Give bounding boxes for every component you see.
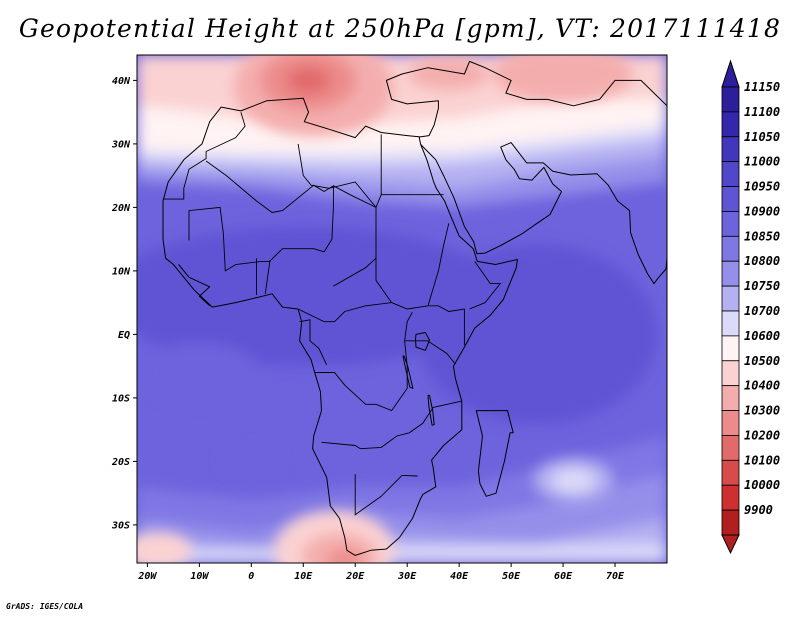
colorbar-label: 10000 <box>744 478 780 492</box>
lon-tick-label: 60E <box>554 571 573 582</box>
colorbar-label: 10900 <box>744 204 780 218</box>
border-benin <box>264 260 271 294</box>
lat-tick-label: 30S <box>111 520 130 531</box>
lat-tick-label: 10N <box>112 266 131 277</box>
coast-arabia-india <box>420 142 667 285</box>
country-borders <box>163 112 502 516</box>
colorbar-arrow-top <box>721 59 740 88</box>
colorbar-swatch <box>721 385 740 411</box>
lon-tick-label: 20W <box>137 571 157 582</box>
lon-tick-label: 10W <box>190 571 209 582</box>
colorbar-label: 10850 <box>744 229 780 243</box>
colorbar: 11150 11100 11050 11000 10950 10900 10850 10800… <box>721 59 780 555</box>
colorbar-swatch <box>721 136 740 163</box>
coast-north <box>162 60 667 202</box>
colorbar-label: 10100 <box>744 453 780 467</box>
band-south-10700 <box>137 544 667 563</box>
colorbar-label: 11050 <box>744 130 780 144</box>
border-horn <box>469 261 502 310</box>
colorbar-label: 11000 <box>744 155 780 169</box>
med-low-10200 <box>286 66 331 95</box>
lat-tick-label: 40N <box>112 76 131 87</box>
lon-tick-label: 50E <box>502 571 521 582</box>
lat-tick-label: EQ <box>118 330 130 341</box>
lake-victoria <box>415 332 430 351</box>
colorbar-label: 10800 <box>744 254 780 268</box>
colorbar-swatch <box>721 335 740 362</box>
colorbar-swatch <box>721 484 740 511</box>
colorbar-swatch <box>721 86 740 113</box>
lake-tanganyika <box>402 355 414 389</box>
colorbar-swatch <box>721 360 740 387</box>
madagascar <box>475 410 514 497</box>
colorbar-swatch <box>721 459 740 486</box>
colorbar-swatch <box>721 410 740 436</box>
colorbar-label: 10700 <box>744 304 780 318</box>
border-libya <box>297 134 382 209</box>
indian-ocean-ridge-10950 <box>417 244 658 425</box>
colorbar-label: 10600 <box>744 329 780 343</box>
west-africa-detail <box>178 264 211 307</box>
colorbar-swatch <box>721 111 740 138</box>
chart-title: Geopotential Height at 250hPa [gpm], VT:… <box>18 14 782 43</box>
border-botswana <box>354 474 418 516</box>
lat-tick-label: 20N <box>111 203 131 214</box>
border-eastafrica <box>404 340 456 364</box>
atlantic-patch-10900 <box>139 342 260 403</box>
lon-tick-label: 70E <box>606 571 625 582</box>
colorbar-label: 11150 <box>744 80 780 94</box>
sa-low-10300 <box>326 548 363 563</box>
colorbar-label: 9900 <box>744 503 773 517</box>
colorbar-label: 10400 <box>744 379 780 393</box>
colorbar-swatch <box>721 235 740 262</box>
colorbar-label: 10750 <box>744 279 780 293</box>
lon-tick-label: 40E <box>450 571 469 582</box>
turkey-patch-10400 <box>408 58 489 91</box>
sw-atlantic-10500 <box>137 532 192 563</box>
atlantic-patch-10900-b <box>221 447 282 476</box>
axes: 40N 30N 20N 10N EQ 10S 20S 30S 20W 10W 0 10E 20E 30E 4… <box>111 76 625 582</box>
colorbar-label: 11100 <box>744 105 780 119</box>
asia-patch-10400 <box>493 55 634 103</box>
lon-tick-label: 10E <box>294 571 313 582</box>
colorbar-swatch <box>721 186 740 212</box>
colorbar-swatch <box>721 260 740 287</box>
colorbar-swatch <box>721 310 740 337</box>
colorbar-arrow-bottom <box>721 534 740 555</box>
coast-africa <box>162 136 518 556</box>
field-features <box>137 55 658 563</box>
colorbar-label: 10300 <box>744 404 780 418</box>
colorbar-swatch <box>721 285 740 312</box>
border-south-central <box>321 400 462 450</box>
lat-tick-label: 30N <box>111 139 131 150</box>
colorbar-swatch <box>721 435 740 461</box>
colorbar-swatch <box>721 211 740 237</box>
lake-malawi <box>427 394 435 426</box>
border-ethiopia <box>427 223 450 306</box>
se-patch-10700 <box>551 468 596 493</box>
border-gabon <box>299 319 328 366</box>
border-drc <box>314 311 413 412</box>
border-congo-n <box>297 302 392 323</box>
border-morocco <box>163 112 246 200</box>
coastlines <box>162 60 667 556</box>
colorbar-label: 10200 <box>744 428 780 442</box>
colorbar-label: 10950 <box>744 180 780 194</box>
colorbar-swatch <box>721 509 740 536</box>
lon-tick-label: 0 <box>248 571 254 582</box>
lon-tick-label: 20E <box>345 571 365 582</box>
lat-tick-label: 20S <box>111 457 130 468</box>
field-shading <box>137 55 667 563</box>
border-algeria <box>205 160 334 213</box>
colorbar-swatch <box>721 161 740 187</box>
plot-frame <box>136 54 668 564</box>
lon-tick-label: 30E <box>397 571 417 582</box>
band-south-10800 <box>137 474 667 563</box>
tropical-ridge-10950 <box>137 226 504 367</box>
colorbar-label: 10500 <box>744 354 780 368</box>
lat-tick-label: 10S <box>112 393 130 404</box>
footer-credit: GrADS: IGES/COLA <box>6 602 84 611</box>
